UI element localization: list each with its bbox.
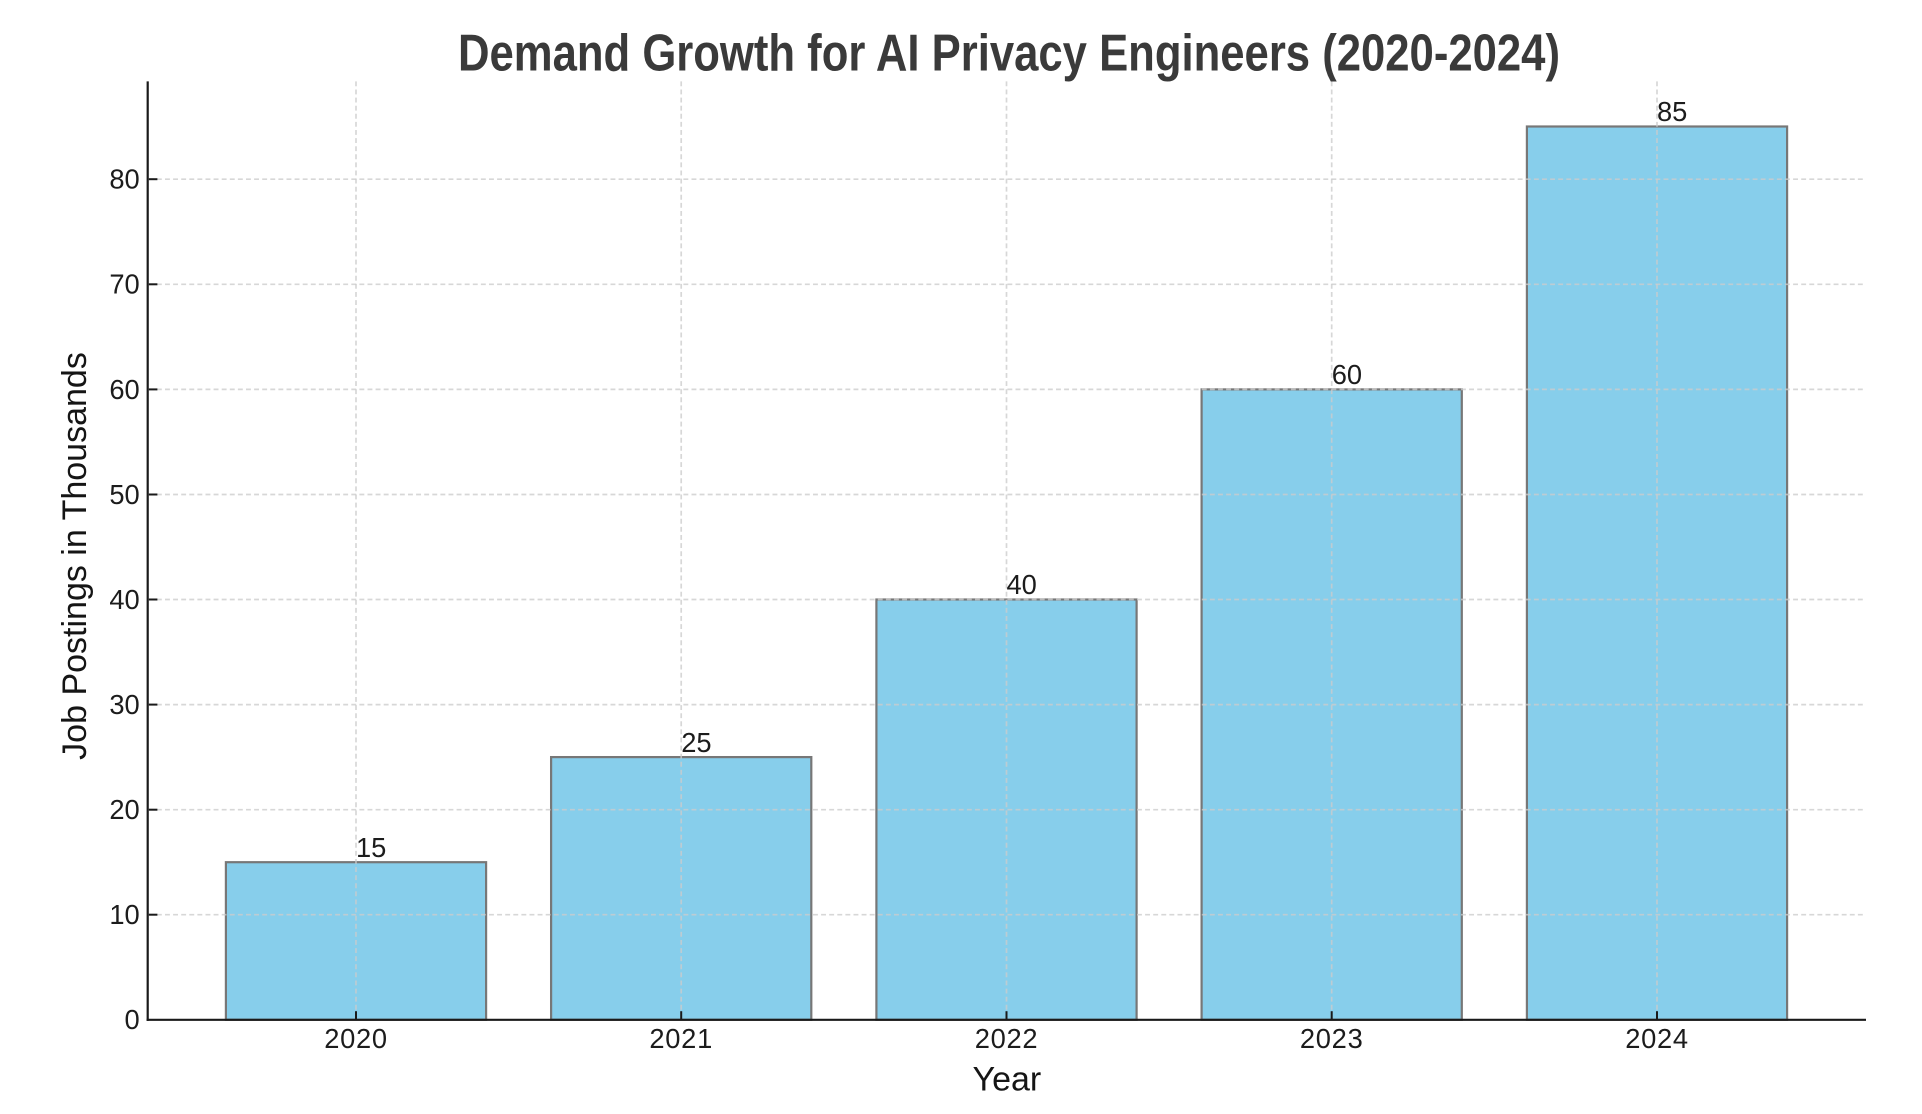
svg-text:2021: 2021 — [649, 1023, 713, 1054]
svg-text:60: 60 — [1332, 359, 1362, 390]
svg-text:Year: Year — [973, 1060, 1042, 1098]
svg-text:2022: 2022 — [975, 1023, 1039, 1054]
svg-text:70: 70 — [109, 269, 139, 300]
svg-text:2024: 2024 — [1625, 1023, 1689, 1054]
svg-text:60: 60 — [109, 374, 139, 405]
svg-text:20: 20 — [109, 794, 139, 825]
svg-text:Job Postings in Thousands: Job Postings in Thousands — [56, 352, 94, 760]
svg-text:30: 30 — [109, 689, 139, 720]
svg-text:25: 25 — [681, 727, 711, 758]
svg-text:10: 10 — [109, 899, 139, 930]
svg-text:40: 40 — [109, 584, 139, 615]
svg-text:40: 40 — [1007, 569, 1037, 600]
svg-text:2023: 2023 — [1300, 1023, 1364, 1054]
svg-text:80: 80 — [109, 164, 139, 195]
svg-text:2020: 2020 — [324, 1023, 388, 1054]
svg-text:15: 15 — [356, 832, 386, 863]
svg-text:Demand Growth for AI Privacy E: Demand Growth for AI Privacy Engineers (… — [458, 23, 1560, 81]
svg-text:85: 85 — [1657, 96, 1687, 127]
svg-text:50: 50 — [109, 479, 139, 510]
svg-text:0: 0 — [125, 1004, 140, 1035]
